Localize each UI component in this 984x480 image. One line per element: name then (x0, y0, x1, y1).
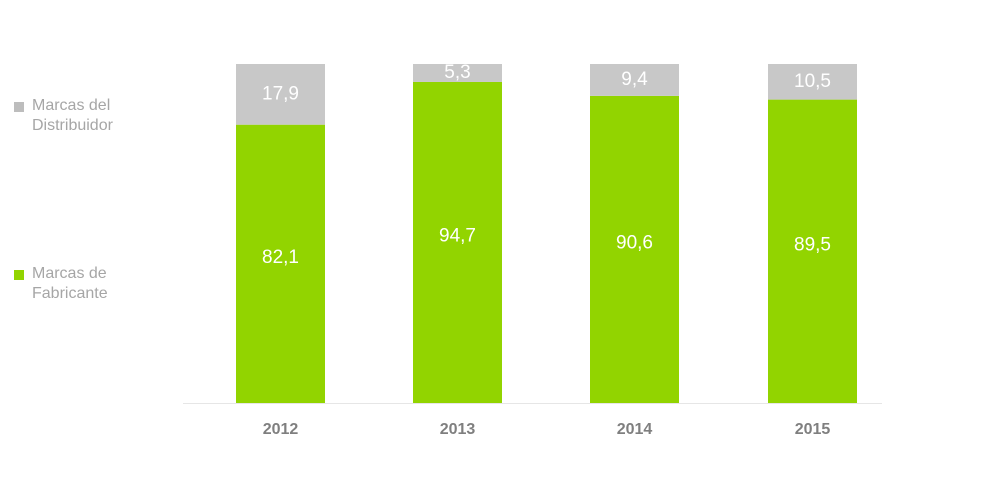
data-label-distribuidor-2013: 5,3 (444, 62, 470, 83)
data-label-distribuidor-2014: 9,4 (621, 69, 648, 90)
data-label-fabricante-2013: 94,7 (439, 225, 476, 246)
bar-distribuidor-2014 (590, 64, 679, 96)
x-tick-label-2015: 2015 (795, 421, 831, 438)
bar-distribuidor-2013 (413, 64, 502, 82)
legend-item-fabricante: Marcas de Fabricante (14, 264, 162, 304)
legend-swatch-distribuidor (14, 102, 24, 112)
x-tick-label-2013: 2013 (440, 421, 476, 438)
x-tick-label-2012: 2012 (263, 421, 299, 438)
bar-distribuidor-2015 (768, 64, 857, 100)
legend-label-fabricante: Marcas de Fabricante (32, 265, 108, 302)
data-label-fabricante-2012: 82,1 (262, 247, 299, 268)
legend-item-distribuidor: Marcas del Distribuidor (14, 96, 162, 136)
bar-fabricante-2015 (768, 99, 857, 403)
x-tick-label-2014: 2014 (617, 421, 653, 438)
data-label-fabricante-2015: 89,5 (794, 234, 831, 255)
legend-swatch-fabricante (14, 270, 24, 280)
data-label-fabricante-2014: 90,6 (616, 232, 653, 253)
bar-fabricante-2012 (236, 124, 325, 403)
data-label-distribuidor-2012: 17,9 (262, 83, 299, 104)
bar-fabricante-2014 (590, 95, 679, 403)
bar-distribuidor-2012 (236, 64, 325, 125)
data-label-distribuidor-2015: 10,5 (794, 71, 831, 92)
bar-fabricante-2013 (413, 81, 502, 403)
legend-label-distribuidor: Marcas del Distribuidor (32, 97, 113, 134)
